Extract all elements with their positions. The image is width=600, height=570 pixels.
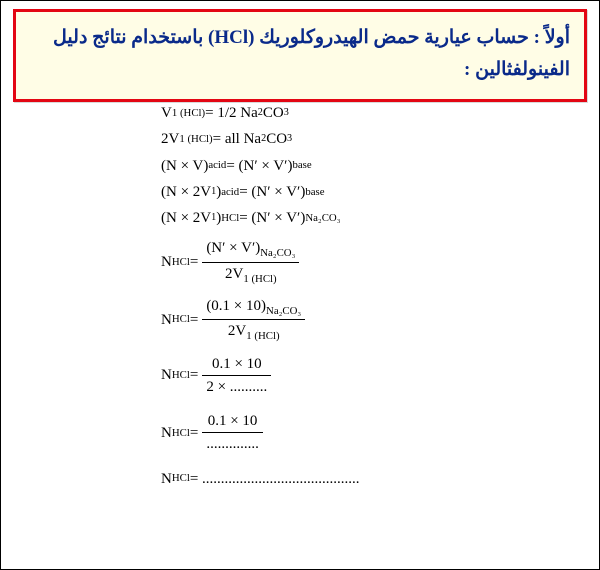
title-text: أولاً : حساب عيارية حمض الهيدروكلوريك (H…	[53, 27, 570, 80]
equation-block: V1 (HCl) = 1/2 Na2CO3 2V1 (HCl) = all Na…	[161, 103, 360, 495]
eq-line-2: 2V1 (HCl) = all Na2CO3	[161, 129, 360, 149]
eq-line-5: (N × 2V1)HCl = (N′ × V′)Na₂CO₃	[161, 208, 360, 228]
title-box: أولاً : حساب عيارية حمض الهيدروكلوريك (H…	[13, 9, 587, 102]
eq-line-1: V1 (HCl) = 1/2 Na2CO3	[161, 103, 360, 123]
eq-line-9: NHCl = 0.1 × 10 ..............	[161, 411, 360, 455]
eq-line-7: NHCl = (0.1 × 10)Na₂CO₃ 2V1 (HCl)	[161, 296, 360, 344]
eq-line-3: (N × V)acid = (N′ × V′)base	[161, 156, 360, 176]
eq-line-6: NHCl = (N′ × V′)Na₂CO₃ 2V1 (HCl)	[161, 238, 360, 286]
eq-line-10: NHCl = .................................…	[161, 469, 360, 489]
eq-line-8: NHCl = 0.1 × 10 2 × ..........	[161, 354, 360, 398]
eq-line-4: (N × 2V1)acid = (N′ × V′)base	[161, 182, 360, 202]
